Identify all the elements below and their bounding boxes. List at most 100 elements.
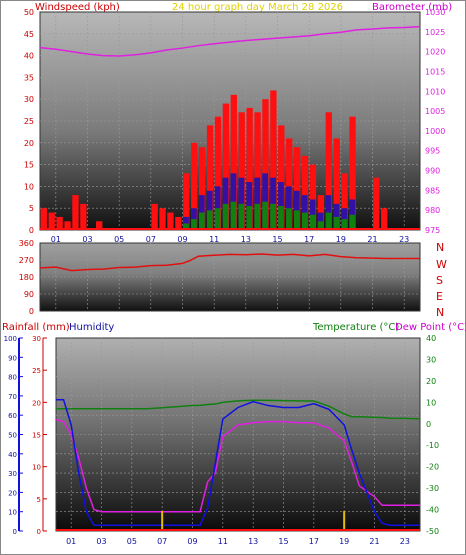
wind-y-tick-label: 35 [24, 73, 34, 82]
compass-label-n-top: N [436, 241, 444, 254]
barometer-y-tick-label: 1010 [425, 87, 445, 96]
barometer-y-tick-label: 1030 [425, 8, 445, 17]
wind-x-tick-label: 07 [146, 235, 156, 244]
wind-calm-bar [349, 214, 356, 230]
wind-gust-bar [270, 90, 277, 230]
wind-gust-bar [254, 112, 261, 230]
wind-x-tick-label: 03 [82, 235, 92, 244]
rainfall-y-tick-label: 20 [32, 399, 41, 407]
rainfall-y-tick-label: 0 [37, 528, 41, 536]
temperature-y-tick-label: 40 [426, 334, 436, 343]
temperature-line [56, 399, 421, 420]
wind-y-tick-label: 5 [29, 204, 34, 213]
wind-gust-bar [175, 216, 182, 230]
barometer-y-tick-label: 1025 [425, 28, 445, 37]
lower-x-tick-label: 07 [157, 537, 167, 546]
wind-x-tick-label: 23 [399, 235, 409, 244]
wind-gust-bar [72, 195, 79, 230]
humidity-y-tick-label: 70 [8, 393, 17, 401]
wind-calm-bar [183, 223, 189, 230]
wind-y-tick-label: 15 [24, 161, 34, 170]
wind-gust-bar [309, 164, 317, 230]
wind-x-tick-label: 19 [336, 235, 346, 244]
wind-calm-bar [325, 212, 332, 230]
wind-average-bar [349, 199, 356, 230]
wind-calm-bar [238, 203, 245, 230]
wind-gust-bar [341, 173, 348, 230]
wind-average-bar [278, 182, 284, 230]
wind-average-bar [309, 199, 316, 230]
direction-y-tick-label: 270 [19, 256, 34, 265]
rainfall-y-tick-label: 25 [32, 367, 41, 375]
direction-y-tick-label: 360 [19, 239, 34, 248]
wind-calm-bar [278, 206, 284, 230]
wind-calm-bar [214, 208, 221, 230]
wind-x-tick-label: 09 [177, 235, 187, 244]
wind-gust-bar [151, 203, 158, 230]
wind-gust-bar [349, 116, 356, 230]
wind-calm-bar [270, 203, 276, 230]
humidity-y-tick-label: 60 [8, 412, 17, 420]
wind-gust-bar [238, 112, 245, 230]
barometer-y-tick-label: 995 [425, 147, 440, 156]
wind-y-tick-label: 50 [24, 8, 34, 17]
barometer-y-tick-label: 980 [425, 206, 440, 215]
wind-gust-bar [381, 208, 388, 230]
lower-x-tick-label: 19 [339, 537, 349, 546]
wind-x-tick-label: 11 [209, 235, 219, 244]
wind-y-tick-label: 10 [24, 182, 34, 191]
lower-x-tick-label: 11 [218, 537, 228, 546]
barometer-axis-label: Barometer (mb) [372, 2, 452, 13]
direction-y-tick-label: 0 [29, 307, 34, 316]
wind-y-tick-label: 40 [24, 52, 34, 61]
wind-calm-bar [333, 216, 340, 230]
wind-calm-bar [191, 219, 197, 230]
direction-y-tick-label: 90 [24, 290, 34, 299]
wind-calm-bar [262, 201, 268, 230]
wind-calm-bar [198, 212, 205, 230]
temperature-y-tick-label: 10 [426, 398, 436, 407]
humidity-y-tick-label: 50 [8, 432, 17, 440]
barometer-y-tick-label: 1020 [425, 48, 445, 57]
rainfall-y-tick-label: 10 [32, 464, 41, 472]
barometer-y-tick-label: 1005 [425, 107, 445, 116]
wind-calm-bar [309, 214, 316, 230]
lower-x-tick-label: 09 [187, 537, 197, 546]
chart-title: 24 hour graph day March 28 2026 [172, 2, 343, 13]
wind-x-tick-label: 17 [304, 235, 314, 244]
wind-x-tick-label: 13 [241, 235, 251, 244]
lower-x-tick-label: 03 [96, 537, 106, 546]
wind-gust-bar [333, 138, 340, 230]
rainfall-axis-label: Rainfall (mm) [2, 322, 70, 333]
wind-x-tick-label: 01 [51, 235, 61, 244]
wind-calm-bar [301, 212, 308, 230]
lower-x-tick-label: 15 [278, 537, 288, 546]
humidity-axis-label: Humidity [69, 322, 114, 333]
wind-gust-bar [278, 125, 285, 230]
temperature-y-tick-label: 30 [426, 355, 436, 364]
humidity-y-tick-label: 90 [8, 354, 17, 362]
lower-x-tick-label: 23 [400, 537, 410, 546]
wind-gust-bar [246, 107, 253, 230]
temperature-axis-label: Temperature (°C) [312, 322, 399, 333]
temperature-y-tick-label: 20 [426, 377, 436, 386]
rainfall-y-tick-label: 15 [32, 432, 41, 440]
temperature-y-tick-label: -40 [426, 506, 439, 515]
wind-gust-bar [159, 208, 166, 230]
wind-gust-bar [198, 147, 206, 230]
humidity-y-tick-label: 10 [8, 509, 17, 517]
wind-average-bar [246, 182, 253, 230]
wind-calm-bar [286, 208, 292, 230]
compass-label-e: E [436, 290, 443, 303]
rainfall-y-tick-label: 5 [37, 496, 41, 504]
wind-x-tick-label: 15 [272, 235, 282, 244]
wind-gust-bar [206, 125, 214, 230]
wind-gust-bar [56, 216, 63, 230]
humidity-y-tick-label: 80 [8, 374, 17, 382]
lower-x-tick-label: 05 [127, 537, 137, 546]
wind-y-tick-label: 45 [24, 30, 34, 39]
temperature-y-tick-label: -50 [426, 527, 439, 536]
humidity-y-tick-label: 40 [8, 451, 17, 459]
wind-calm-bar [246, 206, 253, 230]
